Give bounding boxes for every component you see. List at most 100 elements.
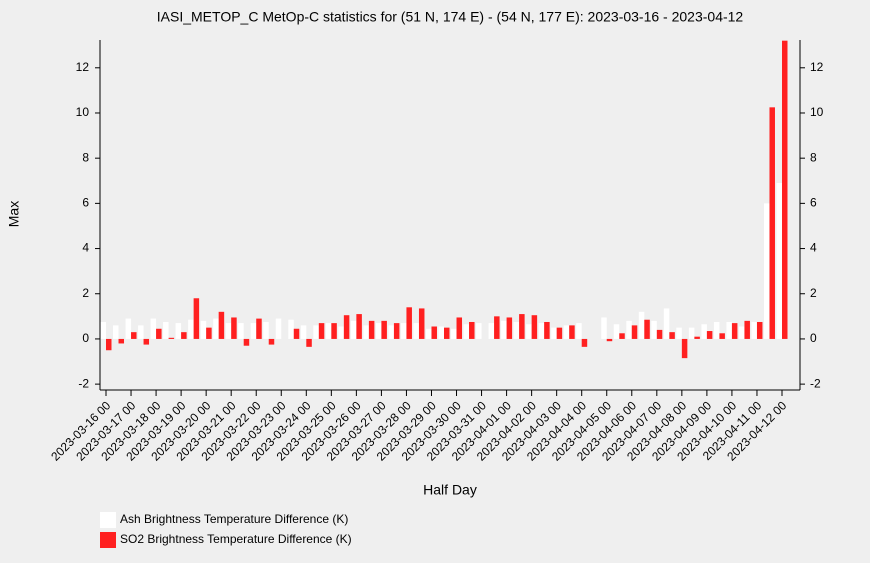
y-tick-label: 4 <box>82 241 89 255</box>
bar <box>488 323 495 339</box>
bar <box>694 336 700 339</box>
bar <box>343 315 350 339</box>
bar <box>701 324 707 339</box>
bar <box>425 328 432 339</box>
bar <box>626 320 632 339</box>
bar <box>451 328 457 339</box>
y-tick-label-right: 6 <box>810 196 817 210</box>
bar <box>356 314 362 339</box>
bar <box>782 40 788 339</box>
y-tick-label: 2 <box>82 286 89 300</box>
bar <box>388 325 394 339</box>
bar <box>556 327 563 339</box>
bar <box>325 323 332 339</box>
bar <box>193 298 200 339</box>
bar <box>363 325 369 339</box>
bar <box>688 327 695 339</box>
bar <box>676 327 682 339</box>
legend-swatch <box>100 532 116 548</box>
bar <box>300 325 307 339</box>
bar <box>350 320 357 339</box>
y-tick-label: 0 <box>82 331 89 345</box>
bar <box>606 338 613 342</box>
bar <box>113 325 119 339</box>
bar <box>569 325 575 339</box>
bar <box>238 323 244 339</box>
bar <box>188 319 194 339</box>
bar <box>293 328 300 339</box>
bar <box>225 323 232 339</box>
bar <box>268 338 275 345</box>
bar <box>744 320 750 339</box>
bar <box>381 320 387 339</box>
bar <box>200 320 207 339</box>
bar <box>138 325 144 339</box>
bar <box>681 338 688 359</box>
bar <box>213 318 219 339</box>
bar <box>751 321 757 339</box>
bar <box>263 321 269 339</box>
y-tick-label: 6 <box>82 196 89 210</box>
bar <box>156 328 162 339</box>
bar <box>131 332 137 339</box>
bar <box>413 323 419 339</box>
bar <box>656 329 663 339</box>
bar <box>163 321 169 339</box>
y-tick-label: -2 <box>78 376 89 390</box>
legend-label: Ash Brightness Temperature Difference (K… <box>120 512 348 526</box>
bar <box>106 338 112 351</box>
bar <box>331 323 337 339</box>
bar <box>776 183 782 339</box>
bar <box>275 318 282 339</box>
bar <box>551 327 557 339</box>
bar <box>143 338 150 345</box>
bar <box>100 321 106 339</box>
bar <box>501 320 507 339</box>
y-tick-label-right: 4 <box>810 241 817 255</box>
y-tick-label-right: 2 <box>810 286 817 300</box>
bar <box>393 323 400 339</box>
bar <box>243 338 250 346</box>
bar <box>644 319 650 339</box>
bar <box>613 324 620 339</box>
bar <box>544 321 550 339</box>
bar <box>663 308 670 339</box>
y-tick-label-right: 10 <box>810 105 824 119</box>
bar <box>713 321 720 339</box>
bar <box>476 323 482 339</box>
bar <box>719 333 725 339</box>
bar <box>726 321 732 339</box>
bar <box>231 317 237 339</box>
bar <box>175 323 182 339</box>
bar <box>418 308 425 339</box>
bar <box>619 333 625 339</box>
bar <box>669 332 675 339</box>
bar <box>519 314 525 339</box>
bar <box>769 107 775 339</box>
bar <box>168 337 175 339</box>
bar <box>531 315 538 339</box>
bar <box>576 323 582 339</box>
bar <box>494 316 500 339</box>
bar <box>181 332 187 339</box>
bar <box>206 327 212 339</box>
bar <box>125 318 132 339</box>
bar <box>756 321 763 339</box>
y-axis-label: Max <box>6 201 22 227</box>
bar <box>538 323 545 339</box>
bar <box>375 323 382 339</box>
bar <box>444 327 450 339</box>
bar <box>731 323 738 339</box>
bar <box>313 325 319 339</box>
bar <box>563 325 570 339</box>
bar <box>526 324 532 339</box>
y-tick-label-right: 0 <box>810 331 817 345</box>
legend-label: SO2 Brightness Temperature Difference (K… <box>120 532 352 546</box>
bar <box>706 331 713 339</box>
y-tick-label-right: -2 <box>810 376 821 390</box>
bar <box>256 318 262 339</box>
bar <box>651 320 657 339</box>
bar <box>638 311 645 339</box>
bar <box>431 326 437 339</box>
